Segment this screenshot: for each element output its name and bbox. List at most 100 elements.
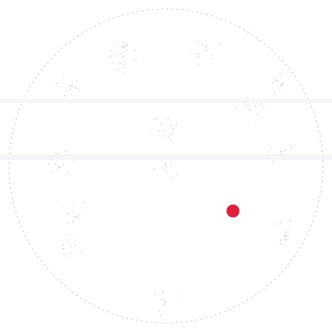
speckle-dot	[79, 252, 81, 254]
speckle-dot	[161, 167, 164, 169]
speckle-dot	[289, 220, 292, 222]
speckle-dot	[170, 139, 172, 141]
speckle-dot	[282, 72, 284, 74]
speckle-dot	[285, 232, 288, 234]
speckle-dot	[272, 161, 274, 164]
speckle-dot	[65, 255, 67, 257]
speckle-dot	[60, 166, 62, 168]
speckle-dot	[270, 147, 272, 149]
speckle-dot	[249, 108, 251, 111]
speckle-dot	[165, 301, 167, 304]
speckle-dot	[154, 294, 156, 296]
speckle-dot	[116, 45, 118, 48]
speckle-dot	[122, 46, 124, 48]
speckle-dot	[162, 289, 164, 292]
speckle-dot	[110, 50, 112, 52]
speckle-dot	[284, 231, 286, 233]
speckle-dot	[72, 221, 74, 223]
speckle-dot	[244, 104, 246, 106]
speckle-dot	[159, 122, 162, 125]
upper-band	[0, 99, 332, 103]
speckle-dot	[161, 298, 164, 300]
speckle-dot	[254, 105, 256, 107]
speckle-dot	[62, 206, 64, 208]
speckle-dot	[52, 171, 55, 173]
speckle-dot	[64, 150, 67, 153]
speckle-dot	[55, 82, 58, 84]
speckle-dot	[283, 235, 285, 237]
speckle-dot	[166, 172, 168, 175]
speckle-dot	[125, 44, 128, 47]
speckle-dot	[274, 80, 277, 82]
speckle-dot	[164, 130, 166, 132]
speckle-dot	[123, 45, 125, 48]
speckle-dot	[120, 52, 123, 55]
speckle-dot	[71, 83, 73, 86]
speckle-dot	[211, 53, 213, 56]
speckle-dot	[63, 95, 66, 97]
speckle-dot	[170, 177, 173, 179]
speckle-dot	[55, 163, 57, 165]
speckle-dot	[74, 239, 77, 241]
speckle-dot	[62, 244, 65, 246]
speckle-dot	[121, 46, 123, 48]
red-dot-marker[interactable]	[226, 204, 240, 218]
speckle-dot	[163, 297, 166, 299]
speckle-dot	[163, 303, 165, 306]
speckle-dot	[66, 171, 68, 174]
speckle-dot	[281, 91, 283, 93]
speckle-dot	[197, 55, 199, 57]
speckle-dot	[81, 249, 83, 252]
speckle-dot	[170, 125, 172, 127]
speckle-dot	[198, 52, 200, 55]
lower-band	[0, 154, 332, 160]
speckle-dot	[66, 213, 68, 215]
speckle-dot	[62, 76, 64, 78]
speckle-dot	[165, 300, 167, 302]
speckle-dot	[197, 53, 199, 55]
speckle-dot	[274, 77, 276, 79]
speckle-dot	[257, 113, 259, 116]
speckle-dot	[164, 161, 167, 163]
speckle-dot	[171, 133, 173, 135]
speckle-dot	[76, 80, 78, 82]
speckle-dot	[72, 204, 74, 206]
speckle-dot	[247, 97, 249, 100]
speckle-dot	[290, 144, 293, 146]
speckle-dot	[134, 49, 136, 52]
speckle-dot	[117, 42, 120, 44]
speckle-dot	[288, 229, 290, 232]
speckle-dot	[65, 89, 67, 92]
speckle-dot	[202, 44, 204, 46]
speckle-dot	[65, 233, 67, 235]
speckle-dot	[74, 85, 77, 88]
speckle-dot	[276, 80, 278, 82]
speckle-dot	[285, 149, 287, 151]
speckle-dot	[77, 215, 80, 217]
speckle-dot	[164, 164, 166, 167]
speckle-dot	[75, 215, 77, 218]
speckle-dot	[113, 62, 115, 65]
speckle-dot	[161, 137, 164, 140]
speckle-dot	[279, 221, 282, 223]
speckle-dot	[280, 239, 282, 241]
speckle-dot	[164, 163, 167, 165]
speckle-dot	[279, 242, 282, 245]
speckle-dot	[132, 59, 134, 61]
speckle-dot	[123, 71, 125, 74]
speckle-dot	[285, 239, 287, 241]
speckle-dot	[180, 301, 183, 303]
speckle-dot	[283, 151, 286, 153]
speckle-dot	[77, 217, 80, 220]
speckle-dot	[162, 167, 164, 169]
speckle-dot	[280, 150, 282, 152]
speckle-dot	[160, 314, 162, 316]
speckle-dot	[71, 211, 73, 214]
speckle-dot	[62, 163, 64, 166]
speckle-dot	[283, 238, 286, 240]
speckle-dot	[68, 85, 70, 87]
speckle-dot	[124, 63, 126, 65]
speckle-dot	[176, 173, 178, 176]
speckle-dot	[135, 60, 137, 62]
